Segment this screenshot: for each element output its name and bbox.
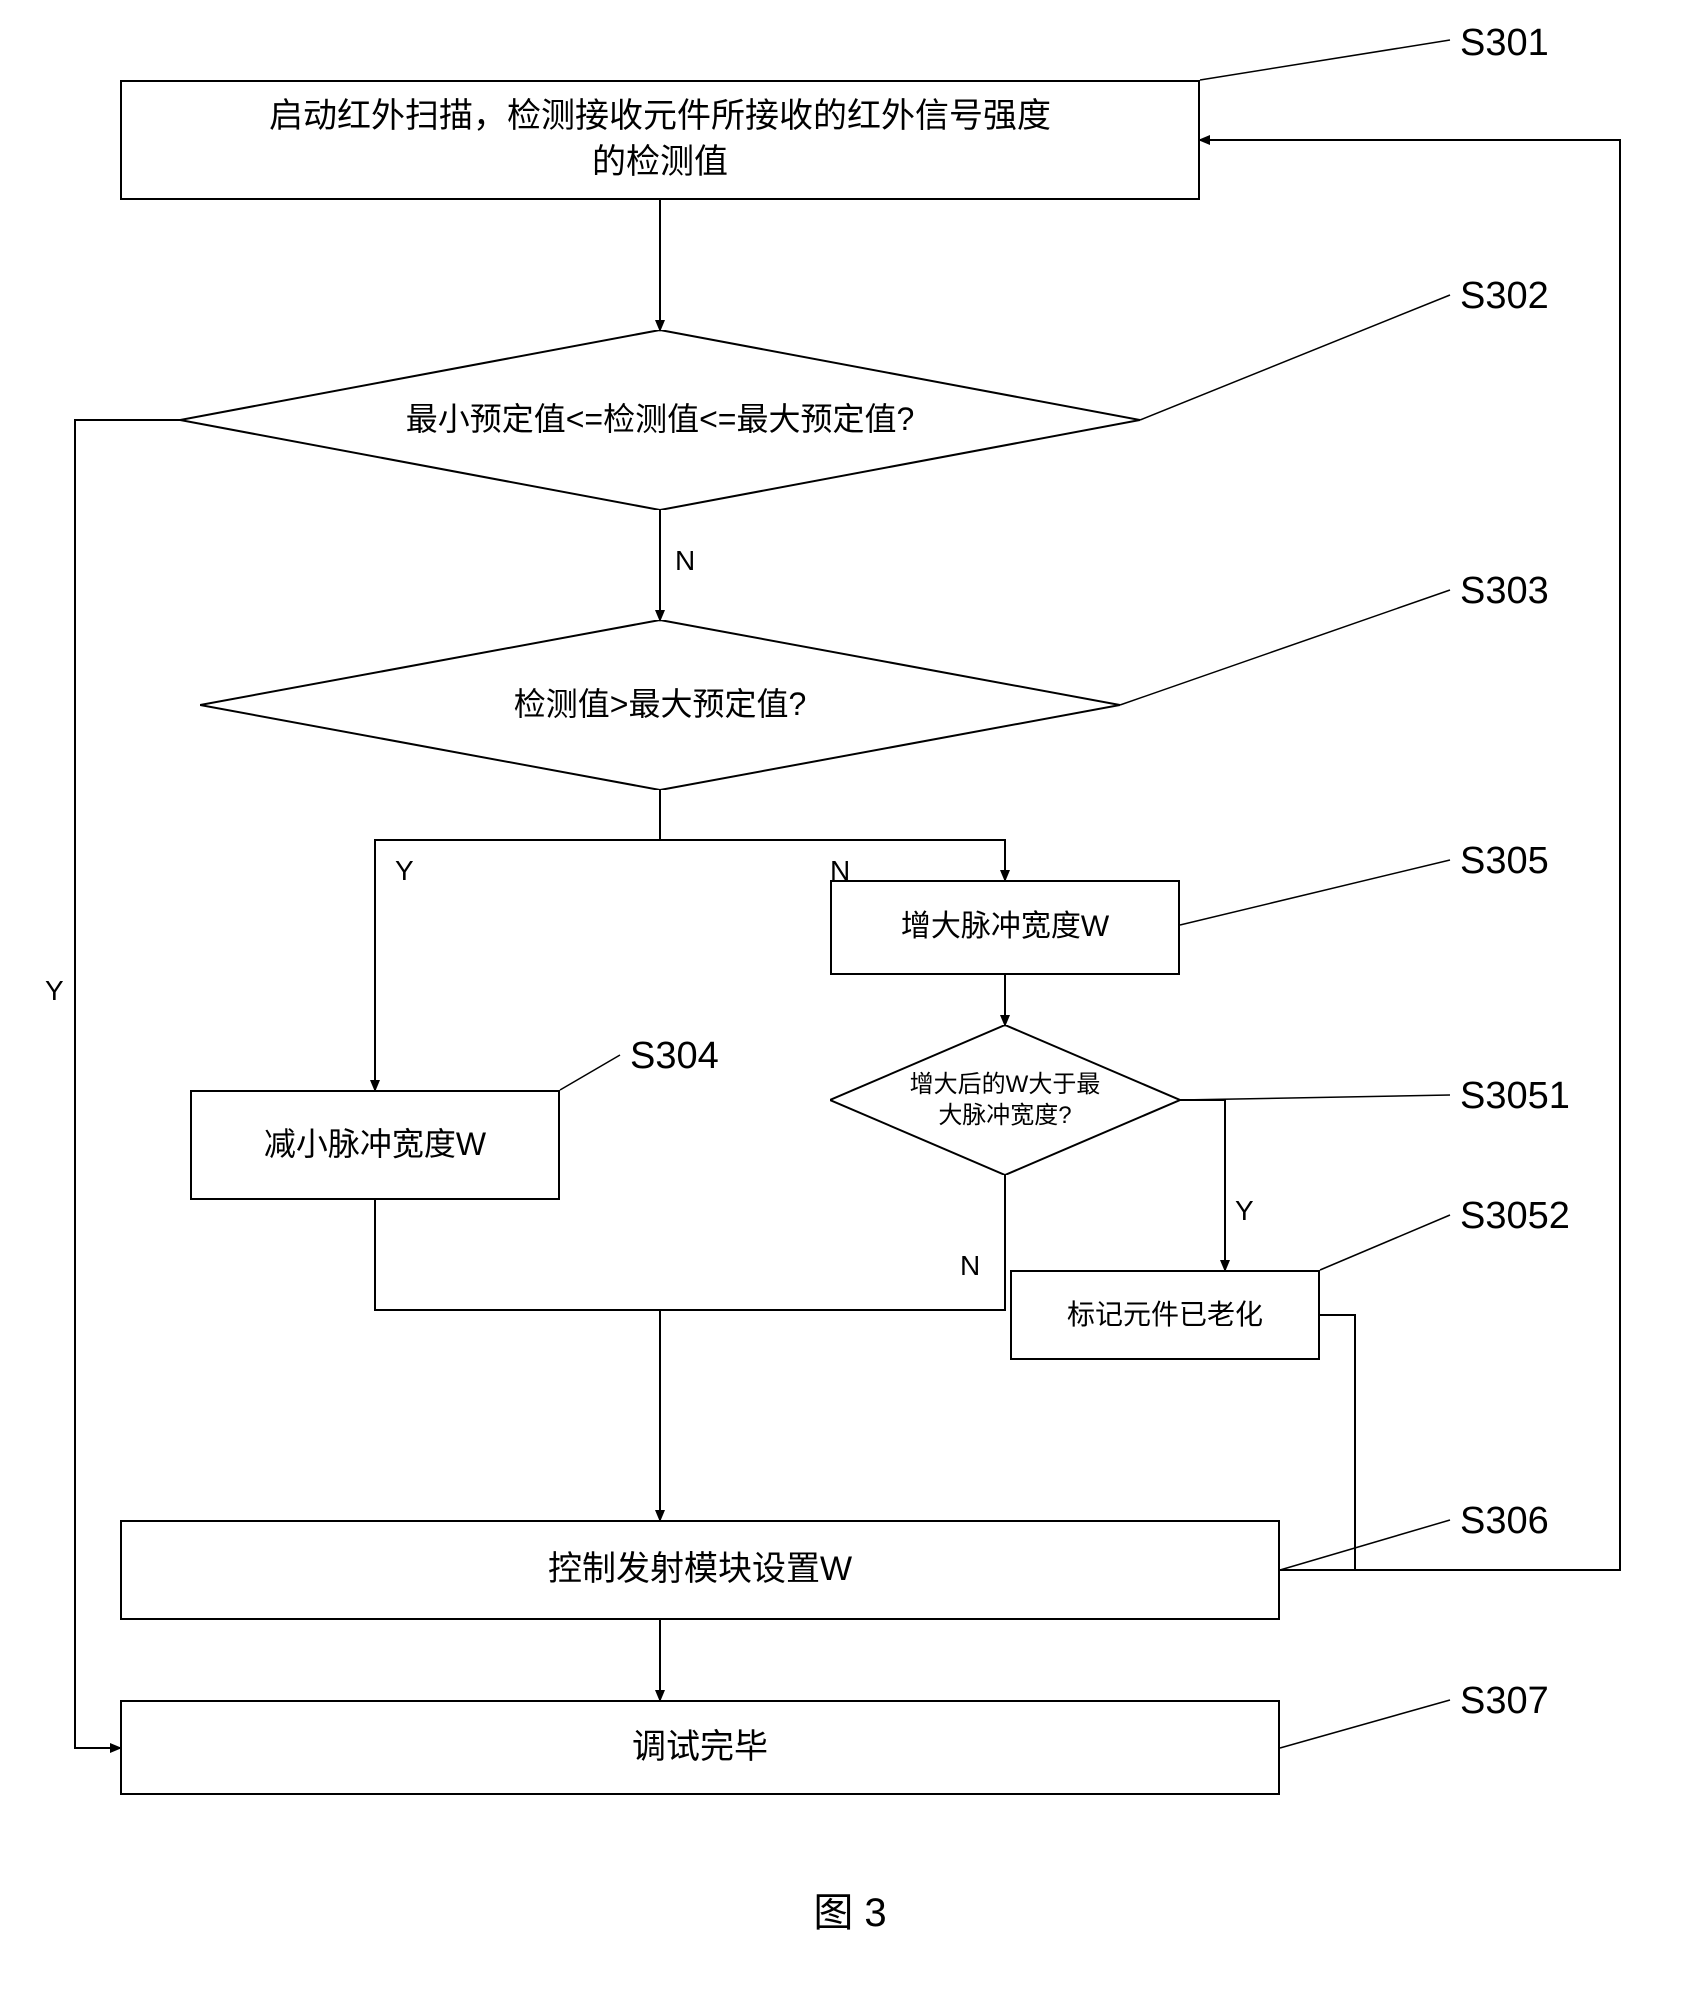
node-s304: 减小脉冲宽度W [190,1090,560,1200]
step-label-s301-text: S301 [1460,22,1549,64]
node-s301: 启动红外扫描，检测接收元件所接收的红外信号强度的检测值 [120,80,1200,200]
step-label-s3051-text: S3051 [1460,1075,1570,1117]
step-label-s305: S305 [1460,840,1549,883]
node-s305-text: 增大脉冲宽度W [901,907,1109,948]
step-label-s302-text: S302 [1460,275,1549,317]
node-s306: 控制发射模块设置W [120,1520,1280,1620]
node-s3052-text: 标记元件已老化 [1067,1296,1263,1334]
edge-label-y1: Y [45,975,64,1007]
edge-label-y2: Y [395,855,414,887]
edge-label-n1-text: N [675,545,695,576]
node-s302: 最小预定值<=检测值<=最大预定值? [180,330,1140,510]
edge-label-y1-text: Y [45,975,64,1006]
step-label-s306-text: S306 [1460,1500,1549,1542]
edge-label-n2-text: N [830,855,850,886]
step-label-s303: S303 [1460,570,1549,613]
step-label-s3052-text: S3052 [1460,1195,1570,1237]
flowchart-canvas: 启动红外扫描，检测接收元件所接收的红外信号强度的检测值 最小预定值<=检测值<=… [0,0,1700,1991]
node-s3051: 增大后的W大于最大脉冲宽度? [830,1025,1180,1175]
node-s306-text: 控制发射模块设置W [548,1547,852,1593]
node-s3052: 标记元件已老化 [1010,1270,1320,1360]
figure-caption-text: 图 3 [813,1891,886,1935]
step-label-s307: S307 [1460,1680,1549,1723]
edge-label-y3: Y [1235,1195,1254,1227]
connector-overlay [0,0,1700,1991]
edge-label-n2: N [830,855,850,887]
step-label-s303-text: S303 [1460,570,1549,612]
edge-label-y2-text: Y [395,855,414,886]
node-s301-text: 启动红外扫描，检测接收元件所接收的红外信号强度的检测值 [269,94,1051,186]
node-s304-text: 减小脉冲宽度W [264,1123,486,1166]
step-label-s302: S302 [1460,275,1549,318]
step-label-s306: S306 [1460,1500,1549,1543]
edge-label-y3-text: Y [1235,1195,1254,1226]
step-label-s304: S304 [630,1035,719,1078]
node-s305: 增大脉冲宽度W [830,880,1180,975]
edge-label-n3: N [960,1250,980,1282]
step-label-s305-text: S305 [1460,840,1549,882]
step-label-s3051: S3051 [1460,1075,1570,1118]
node-s307-text: 调试完毕 [632,1725,768,1771]
edge-label-n3-text: N [960,1250,980,1281]
step-label-s307-text: S307 [1460,1680,1549,1722]
step-label-s304-text: S304 [630,1035,719,1077]
figure-caption: 图 3 [0,1880,1700,1938]
node-s307: 调试完毕 [120,1700,1280,1795]
node-s303: 检测值>最大预定值? [200,620,1120,790]
edge-label-n1: N [675,545,695,577]
step-label-s3052: S3052 [1460,1195,1570,1238]
step-label-s301: S301 [1460,22,1549,65]
